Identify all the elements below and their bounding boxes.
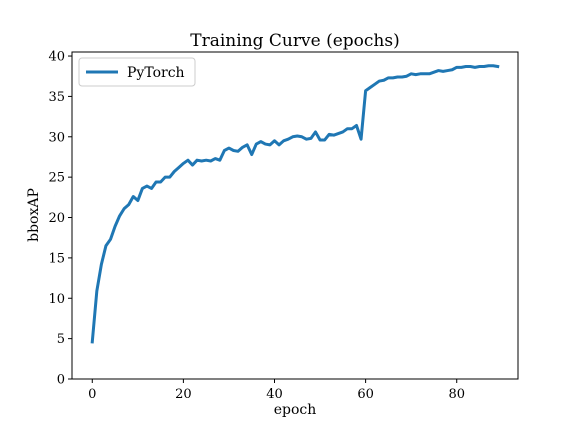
x-tick-label: 40	[266, 387, 283, 402]
y-tick-label: 0	[57, 373, 65, 388]
y-tick-label: 20	[48, 211, 65, 226]
plot-area	[71, 51, 519, 380]
y-tick-label: 5	[57, 332, 65, 347]
series-line-pytorch	[90, 64, 500, 344]
y-axis: 0 5 10 15 20 25 30 35 40	[48, 50, 72, 388]
y-tick-label: 30	[48, 130, 65, 145]
legend-box	[78, 57, 196, 87]
y-tick-label: 40	[48, 50, 65, 65]
y-tick-label: 25	[48, 171, 65, 186]
x-tick-label: 20	[175, 387, 192, 402]
legend-label-pytorch: PyTorch	[127, 65, 185, 81]
legend: PyTorch	[78, 57, 196, 87]
x-axis: 0 20 40 60 80	[88, 379, 465, 402]
y-tick-label: 10	[48, 292, 65, 307]
x-axis-label: epoch	[274, 402, 317, 418]
plot-frame	[71, 51, 519, 380]
y-tick-label: 35	[48, 90, 65, 105]
x-tick-label: 80	[448, 387, 465, 402]
x-tick-label: 60	[357, 387, 374, 402]
x-tick-label: 0	[88, 387, 96, 402]
y-axis-label: bboxAP	[26, 188, 42, 242]
series-layer	[90, 64, 500, 344]
chart-title: Training Curve (epochs)	[190, 31, 399, 51]
y-tick-label: 15	[48, 251, 65, 266]
